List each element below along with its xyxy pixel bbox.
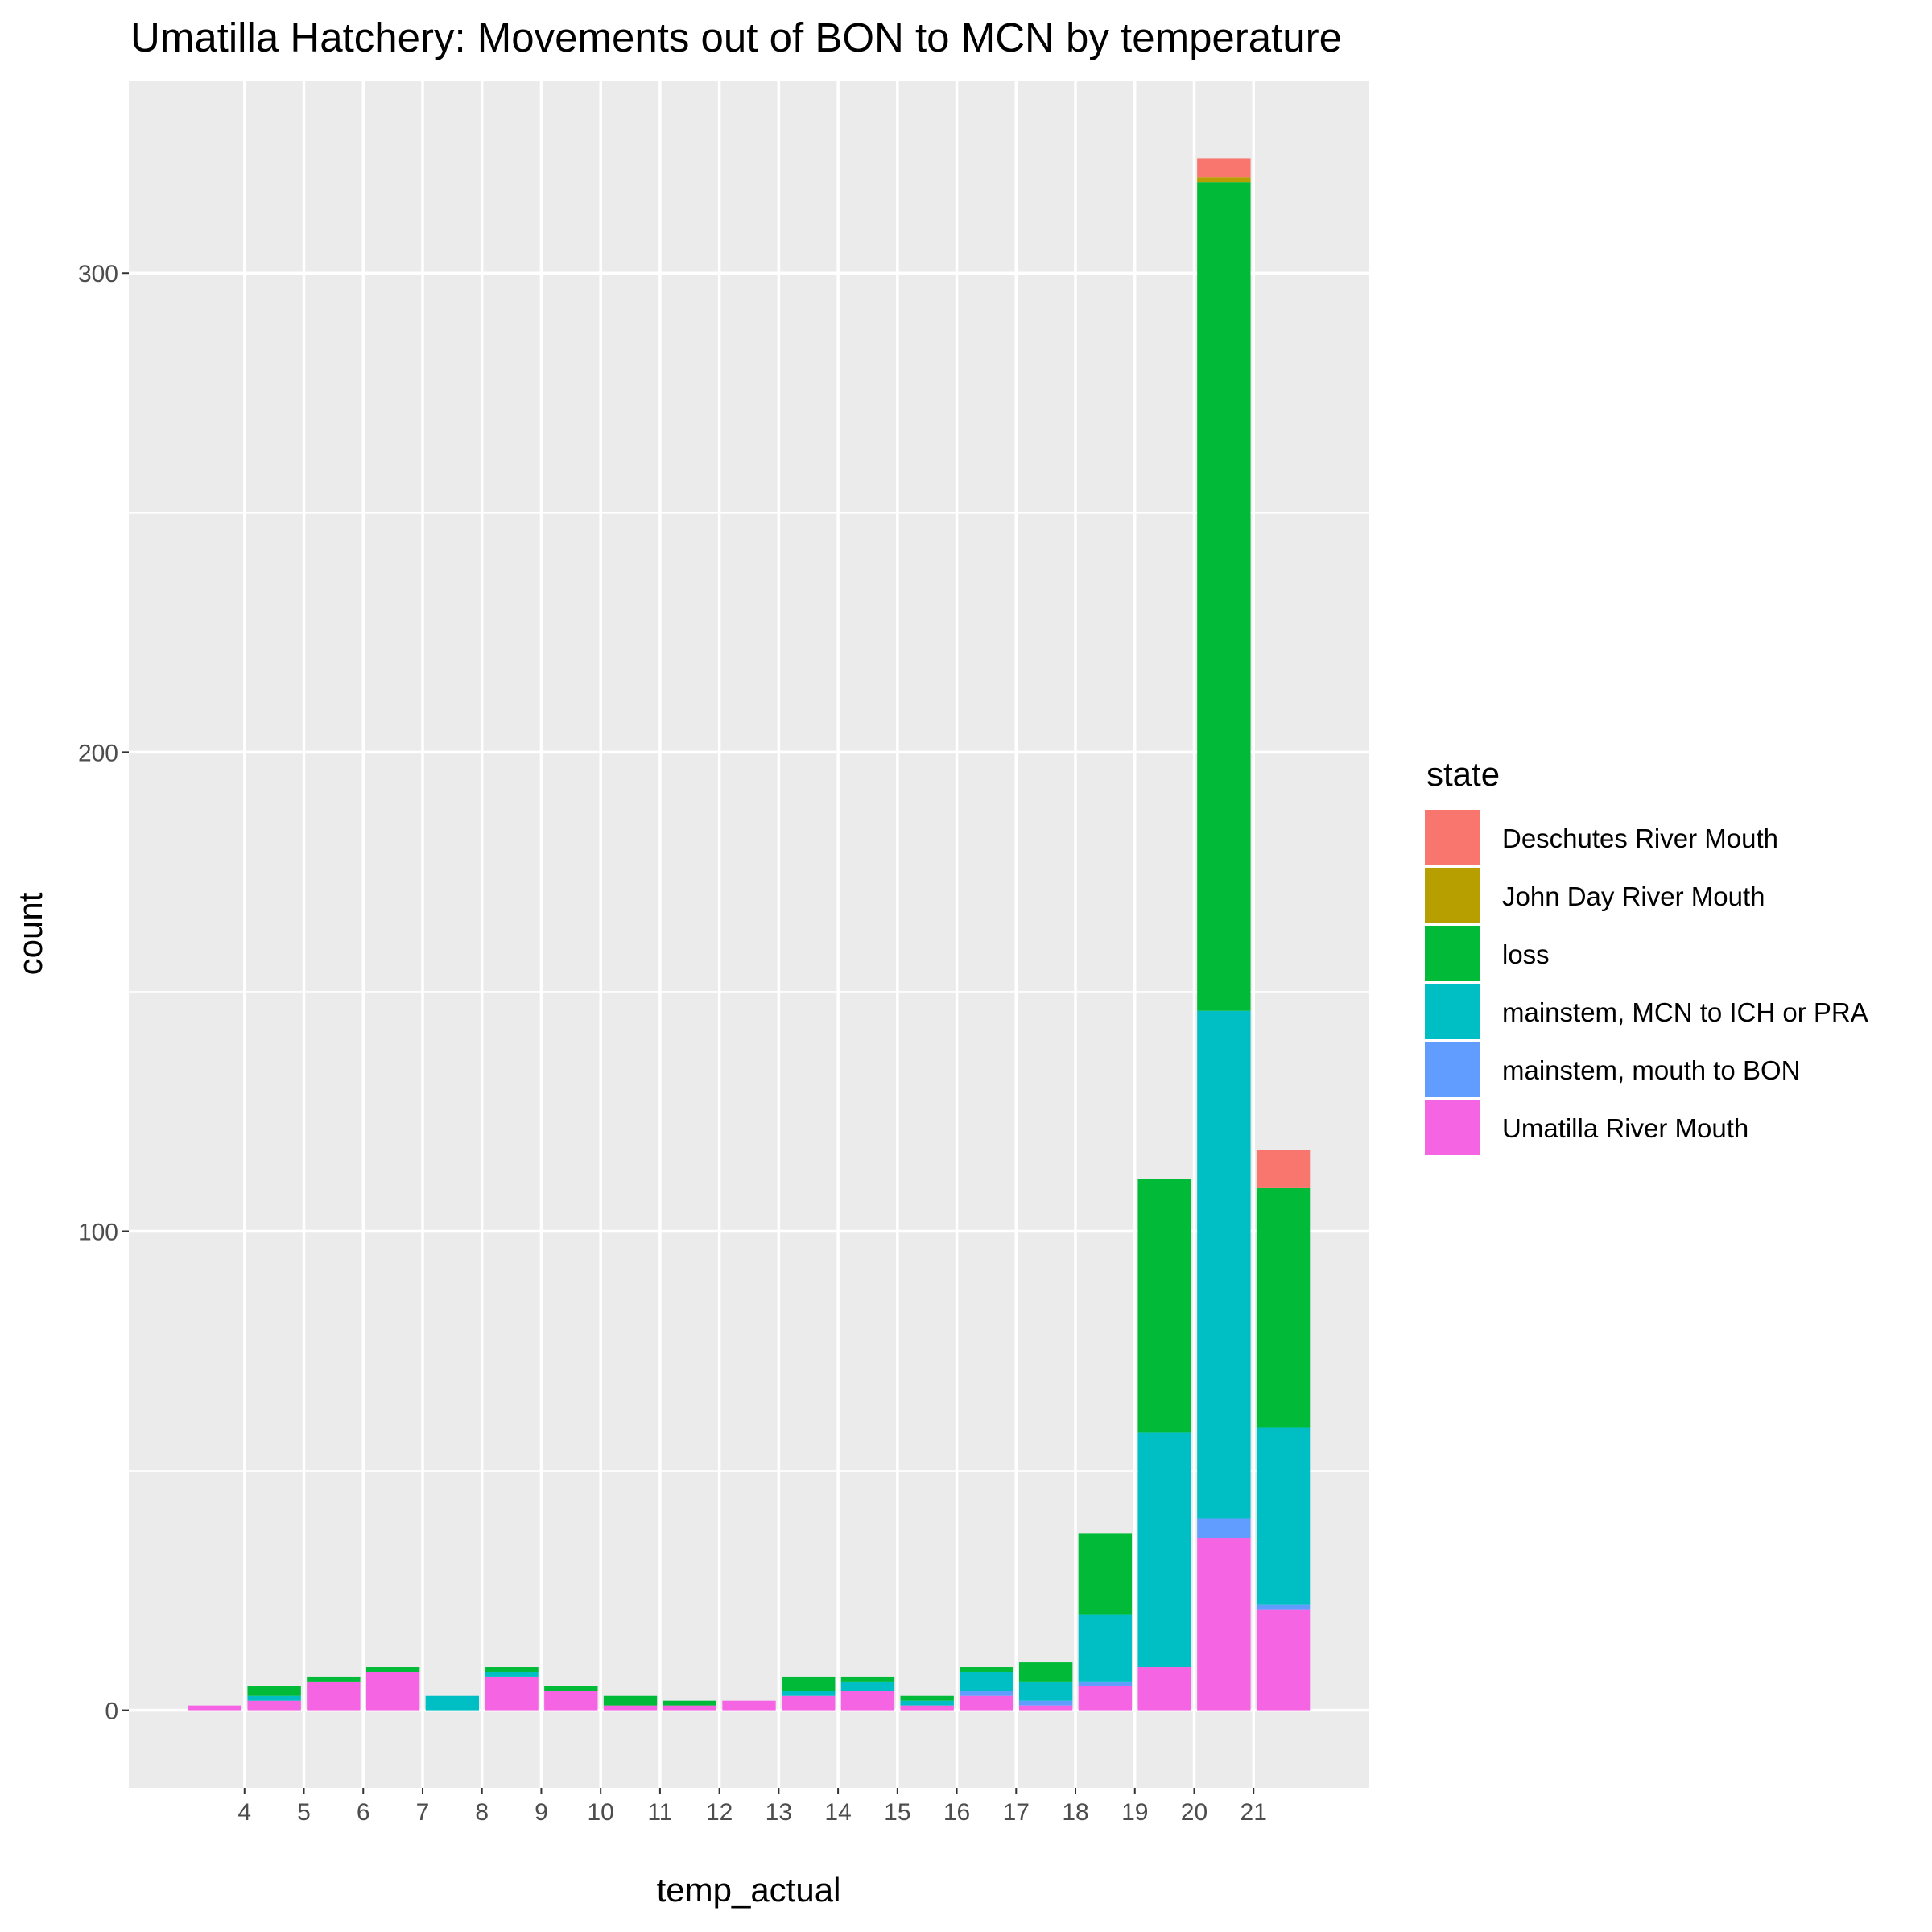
bar-segment [1018, 1705, 1073, 1711]
major-gridlines [129, 80, 1369, 1788]
bar-segment [1256, 1187, 1311, 1428]
legend-swatch [1425, 926, 1480, 981]
bar-segment [365, 1667, 420, 1672]
bar-segment [1256, 1150, 1311, 1188]
bar-segment [782, 1690, 836, 1696]
bar-segment [544, 1690, 598, 1711]
x-tick-label: 4 [237, 1799, 251, 1826]
x-axis: 4 5 6 7 8 9 10 11 12 13 14 15 16 17 18 19 20 21 [237, 1788, 1267, 1826]
bar-segment [425, 1695, 480, 1711]
bar-segment [960, 1667, 1013, 1672]
x-tick-label: 18 [1062, 1799, 1088, 1826]
bar-segment [188, 1705, 242, 1711]
bar-segment [307, 1676, 361, 1682]
bar-segment [663, 1700, 716, 1706]
legend-swatch [1425, 984, 1480, 1039]
bar-segment [307, 1681, 361, 1711]
bar-segment [960, 1690, 1013, 1696]
bar-segment [960, 1671, 1013, 1691]
legend-label: mainstem, MCN to ICH or PRA [1502, 997, 1868, 1027]
bar-segment [1018, 1700, 1073, 1706]
y-axis-title: count [11, 892, 49, 975]
bar-segment [1078, 1686, 1133, 1711]
bar-segment [900, 1695, 954, 1701]
bar-segment [365, 1671, 420, 1711]
bar-segment [1197, 182, 1251, 1011]
y-tick-label: 0 [105, 1699, 118, 1725]
legend-label: Umatilla River Mouth [1502, 1113, 1748, 1143]
legend-swatch [1425, 1100, 1480, 1155]
bar-segment [1197, 177, 1251, 183]
x-tick-label: 17 [1003, 1799, 1030, 1826]
bars-layer [188, 158, 1311, 1711]
bar-segment [247, 1686, 301, 1696]
legend-swatch [1425, 868, 1480, 923]
bar-segment [1197, 1518, 1251, 1538]
bar-segment [1256, 1604, 1311, 1610]
x-tick-label: 11 [647, 1799, 672, 1826]
bar-segment [247, 1700, 301, 1711]
bar-segment [1018, 1662, 1073, 1682]
bar-segment [960, 1695, 1013, 1711]
bar-segment [840, 1690, 895, 1711]
bar-segment [663, 1705, 716, 1711]
legend-swatch [1425, 810, 1480, 865]
bar-segment [840, 1681, 895, 1691]
bar-segment [1137, 1179, 1191, 1433]
x-tick-label: 6 [357, 1799, 370, 1826]
bar-segment [900, 1705, 954, 1711]
y-tick-label: 300 [78, 261, 118, 287]
legend: state Deschutes River Mouth John Day Rive… [1425, 755, 1868, 1155]
bar-segment [782, 1676, 836, 1691]
x-tick-label: 7 [416, 1799, 430, 1826]
legend-label: loss [1502, 939, 1550, 969]
bar-segment [1256, 1427, 1311, 1605]
x-tick-label: 20 [1181, 1799, 1208, 1826]
bar-segment [485, 1667, 539, 1672]
bar-segment [1137, 1432, 1191, 1668]
bar-segment [782, 1695, 836, 1711]
x-tick-label: 19 [1121, 1799, 1148, 1826]
bar-segment [722, 1700, 776, 1711]
bar-segment [900, 1700, 954, 1706]
bar-segment [485, 1676, 539, 1711]
bar-segment [1137, 1667, 1191, 1711]
bar-segment [1078, 1614, 1133, 1682]
legend-swatch [1425, 1042, 1480, 1097]
x-tick-label: 16 [943, 1799, 970, 1826]
legend-title: state [1426, 755, 1500, 793]
bar-segment [1078, 1533, 1133, 1615]
x-tick-label: 14 [824, 1799, 851, 1826]
bar-segment [1197, 1010, 1251, 1519]
x-tick-label: 21 [1241, 1799, 1267, 1826]
x-tick-label: 9 [535, 1799, 548, 1826]
bar-segment [603, 1695, 658, 1706]
y-tick-label: 100 [78, 1219, 118, 1245]
bar-segment [1018, 1681, 1073, 1701]
x-tick-label: 10 [587, 1799, 613, 1826]
x-tick-label: 12 [706, 1799, 733, 1826]
bar-segment [1256, 1609, 1311, 1711]
x-axis-title: temp_actual [657, 1871, 841, 1909]
bar-segment [544, 1686, 598, 1691]
y-tick-label: 200 [78, 740, 118, 766]
bar-segment [485, 1671, 539, 1677]
x-tick-label: 8 [475, 1799, 489, 1826]
x-tick-label: 13 [766, 1799, 792, 1826]
bar-segment [1078, 1681, 1133, 1686]
chart-title: Umatilla Hatchery: Movements out of BON … [130, 14, 1342, 60]
bar-segment [603, 1705, 658, 1711]
legend-label: Deschutes River Mouth [1502, 824, 1778, 853]
bar-segment [840, 1676, 895, 1682]
x-tick-label: 15 [884, 1799, 910, 1826]
bar-segment [1197, 158, 1251, 178]
bar-segment [247, 1695, 301, 1701]
x-tick-label: 5 [297, 1799, 311, 1826]
legend-label: mainstem, mouth to BON [1502, 1055, 1800, 1085]
legend-label: John Day River Mouth [1502, 881, 1765, 911]
bar-segment [1197, 1538, 1251, 1711]
y-axis: 0 100 200 300 [78, 261, 129, 1725]
